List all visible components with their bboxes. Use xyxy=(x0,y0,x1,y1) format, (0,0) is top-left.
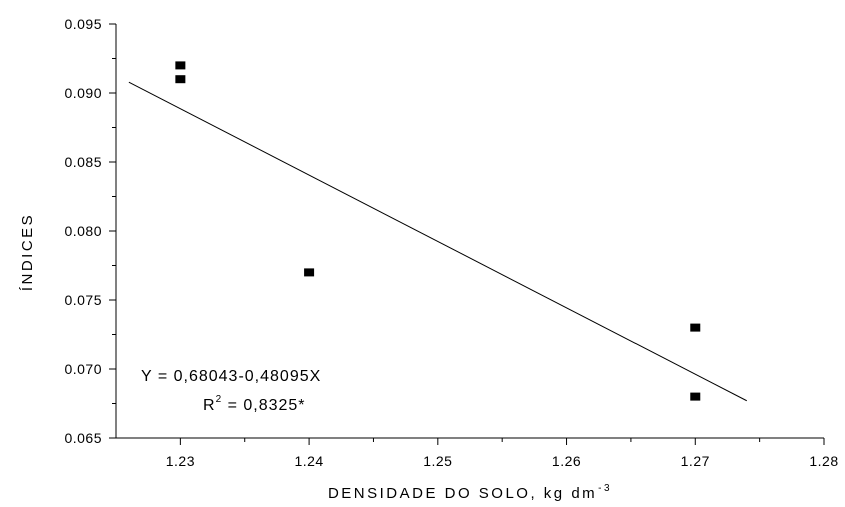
data-point xyxy=(175,75,186,84)
x-tick-label: 1.25 xyxy=(423,453,452,469)
data-points xyxy=(175,61,701,401)
data-point xyxy=(690,392,701,401)
data-point xyxy=(175,61,186,70)
x-tick-label: 1.23 xyxy=(166,453,195,469)
r-squared-value: = 0,8325* xyxy=(222,397,305,414)
r-squared-prefix: R xyxy=(203,397,216,414)
regression-equation: Y = 0,68043-0,48095X xyxy=(141,368,321,385)
x-tick-label: 1.26 xyxy=(552,453,581,469)
x-axis-title: DENSIDADE DO SOLO, kg dm-3 xyxy=(328,483,612,502)
y-tick-label: 0.080 xyxy=(64,223,102,239)
y-tick-label: 0.095 xyxy=(64,16,102,32)
y-axis-title: ÍNDICES xyxy=(19,213,36,291)
y-ticks: 0.065 0.070 0.075 0.080 0.085 0.090 0.095 xyxy=(64,16,116,446)
x-tick-label: 1.28 xyxy=(809,453,838,469)
y-tick-label: 0.085 xyxy=(64,154,102,170)
trendline-group xyxy=(128,81,747,402)
y-tick-label: 0.065 xyxy=(64,430,102,446)
x-axis-title-superscript: -3 xyxy=(598,483,612,494)
x-ticks: 1.23 1.24 1.25 1.26 1.27 1.28 xyxy=(166,438,838,469)
x-tick-label: 1.24 xyxy=(294,453,323,469)
y-tick-label: 0.090 xyxy=(64,85,102,101)
y-tick-label: 0.075 xyxy=(64,292,102,308)
data-point xyxy=(304,268,315,277)
y-tick-label: 0.070 xyxy=(64,361,102,377)
x-axis-title-text: DENSIDADE DO SOLO, kg dm xyxy=(328,485,597,502)
data-point xyxy=(690,323,701,332)
x-tick-label: 1.27 xyxy=(681,453,710,469)
regression-line xyxy=(128,81,747,402)
r-squared-label: R2 = 0,8325* xyxy=(203,394,306,414)
r-squared-superscript: 2 xyxy=(216,394,223,405)
